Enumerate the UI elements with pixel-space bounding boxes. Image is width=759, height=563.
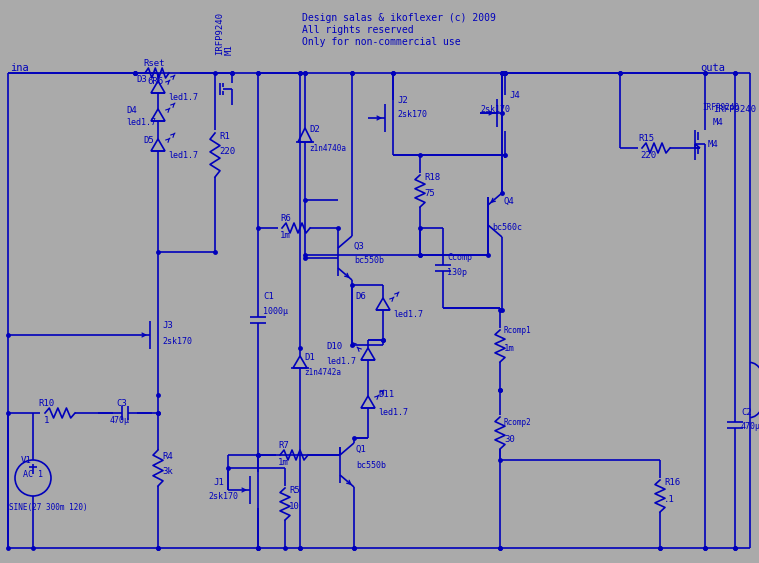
Text: z1n4740a: z1n4740a [309,144,346,153]
Text: J2: J2 [397,96,408,105]
Text: R15: R15 [638,134,654,143]
Text: R4: R4 [162,452,173,461]
Text: J3: J3 [162,321,173,330]
Text: 220: 220 [640,151,656,160]
Text: 75: 75 [424,189,435,198]
Text: D10: D10 [326,342,342,351]
Text: .1: .1 [664,495,675,504]
Text: 470μ: 470μ [110,416,130,425]
Text: 1m: 1m [504,344,515,353]
Text: Q1: Q1 [356,445,367,454]
Text: z1n4742a: z1n4742a [304,368,341,377]
Text: R1: R1 [219,132,230,141]
Text: 220: 220 [219,147,235,156]
Text: 3k: 3k [162,467,173,476]
Text: M4: M4 [713,118,724,127]
Text: led1.7: led1.7 [378,408,408,417]
Text: 2sk170: 2sk170 [397,110,427,119]
Text: C1: C1 [263,292,274,301]
Text: Rset: Rset [143,59,165,68]
Text: 130p: 130p [447,268,467,277]
Text: Rcomp2: Rcomp2 [504,418,532,427]
Text: IRFP9240: IRFP9240 [215,12,224,55]
Text: Design salas & ikoflexer (c) 2009: Design salas & ikoflexer (c) 2009 [302,13,496,23]
Text: IRFP9240: IRFP9240 [702,103,739,112]
Text: 470μ: 470μ [741,422,759,431]
Text: D6: D6 [355,292,366,301]
Text: bc550b: bc550b [356,461,386,470]
Text: D2: D2 [309,125,320,134]
Text: bc550b: bc550b [354,256,384,265]
Text: V1: V1 [21,456,32,465]
Text: 1m: 1m [278,458,288,467]
Text: 10: 10 [289,502,300,511]
Text: R18: R18 [424,173,440,182]
Text: 2sk170: 2sk170 [480,105,510,114]
Text: outa: outa [700,63,725,73]
Text: D4: D4 [126,106,137,115]
Text: Q4: Q4 [504,197,515,206]
Text: C3: C3 [116,399,127,408]
Text: All rights reserved: All rights reserved [302,25,414,35]
Text: D11: D11 [378,390,394,399]
Text: led1.7: led1.7 [168,93,198,102]
Text: 1: 1 [44,416,49,425]
Text: led1.7: led1.7 [168,151,198,160]
Text: D5: D5 [143,136,154,145]
Text: C2: C2 [741,408,751,417]
Text: IRFP9240: IRFP9240 [713,105,756,114]
Text: J4: J4 [509,91,520,100]
Text: R16: R16 [664,478,680,487]
Text: M1: M1 [225,44,234,55]
Text: M4: M4 [708,140,719,149]
Text: R7: R7 [278,441,288,450]
Text: 2sk170: 2sk170 [162,337,192,346]
Text: Ccomp: Ccomp [447,253,472,262]
Text: R6: R6 [280,214,291,223]
Text: led1.7: led1.7 [326,357,356,366]
Text: D3: D3 [136,75,146,84]
Text: 2sk170: 2sk170 [208,492,238,501]
Text: led1.7: led1.7 [393,310,423,319]
Text: Q3: Q3 [354,242,365,251]
Text: D1: D1 [304,353,315,362]
Text: SINE(27 300m 120): SINE(27 300m 120) [9,503,87,512]
Text: bc560c: bc560c [492,223,522,232]
Text: R10: R10 [38,399,54,408]
Text: Rcomp1: Rcomp1 [504,326,532,335]
Text: R5: R5 [289,486,300,495]
Text: 1m: 1m [280,231,291,240]
Text: 1000μ: 1000μ [263,307,288,316]
Text: 6R6: 6R6 [147,77,163,86]
Text: J1: J1 [213,478,224,487]
Text: Only for non-commercial use: Only for non-commercial use [302,37,461,47]
Text: AC 1: AC 1 [23,470,43,479]
Text: 30: 30 [504,435,515,444]
Text: ina: ina [10,63,29,73]
Text: led1.7: led1.7 [126,118,156,127]
